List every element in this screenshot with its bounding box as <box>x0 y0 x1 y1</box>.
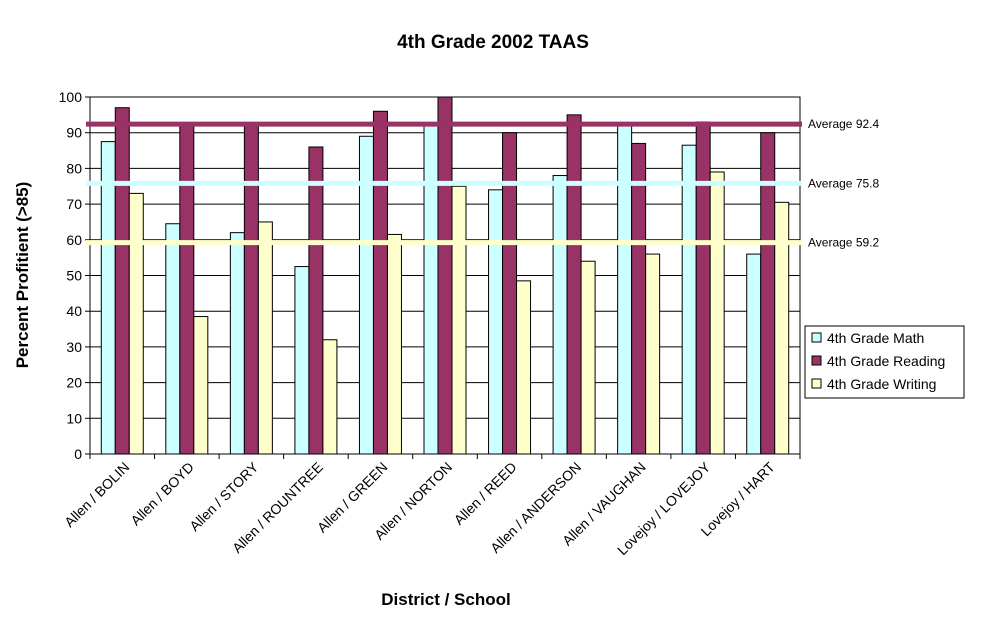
bar-4th-grade-reading <box>695 121 711 455</box>
legend-swatch <box>811 355 822 366</box>
bar-4th-grade-math <box>165 223 181 455</box>
x-tick-label: Allen / BOYD <box>127 459 197 529</box>
legend-label: 4th Grade Reading <box>827 353 945 369</box>
average-label: Average 59.2 <box>808 236 879 250</box>
y-tick-label: 20 <box>66 375 82 391</box>
bar-4th-grade-writing <box>516 280 532 455</box>
bar-4th-grade-math <box>229 232 245 455</box>
bar-4th-grade-reading <box>631 142 647 455</box>
bar-4th-grade-writing <box>386 233 402 455</box>
bar-4th-grade-writing <box>645 253 661 455</box>
bar-4th-grade-writing <box>451 185 467 455</box>
bar-4th-grade-math <box>100 141 116 455</box>
legend-swatch <box>811 378 822 389</box>
y-tick-label: 10 <box>66 410 82 426</box>
y-tick-label: 60 <box>66 232 82 248</box>
bar-4th-grade-writing <box>193 316 209 455</box>
bar-4th-grade-reading <box>437 96 453 455</box>
bar-4th-grade-reading <box>243 125 259 455</box>
x-tick-label: Allen / REED <box>451 459 520 528</box>
bar-4th-grade-writing <box>709 171 725 455</box>
bar-4th-grade-math <box>617 125 633 455</box>
bar-4th-grade-reading <box>566 114 582 455</box>
chart-title: 4th Grade 2002 TAAS <box>397 32 589 53</box>
legend-label: 4th Grade Math <box>827 330 924 346</box>
x-axis-label: District / School <box>381 590 510 609</box>
bar-4th-grade-writing <box>128 192 144 455</box>
legend <box>804 325 965 399</box>
y-tick-label: 0 <box>74 446 82 462</box>
bar-4th-grade-writing <box>774 201 790 455</box>
bar-4th-grade-math <box>488 189 504 455</box>
bar-4th-grade-math <box>746 253 762 455</box>
average-label: Average 92.4 <box>808 117 879 131</box>
y-tick-label: 100 <box>59 89 83 105</box>
y-tick-label: 80 <box>66 160 82 176</box>
bar-4th-grade-writing <box>322 339 338 455</box>
y-tick-label: 40 <box>66 303 82 319</box>
legend-swatch <box>811 332 822 343</box>
bar-4th-grade-reading <box>372 110 388 455</box>
legend-label: 4th Grade Writing <box>827 376 936 392</box>
bar-4th-grade-math <box>681 144 697 455</box>
bar-4th-grade-reading <box>308 146 324 455</box>
y-tick-label: 30 <box>66 339 82 355</box>
bar-4th-grade-math <box>423 125 439 455</box>
bar-4th-grade-math <box>294 266 310 455</box>
bar-4th-grade-writing <box>580 260 596 455</box>
bar-4th-grade-reading <box>114 107 130 455</box>
average-label: Average 75.8 <box>808 176 879 190</box>
y-axis-label: Percent Profitient (>85) <box>13 182 32 369</box>
y-tick-label: 90 <box>66 125 82 141</box>
bar-4th-grade-reading <box>179 125 195 455</box>
bar-4th-grade-math <box>552 175 568 455</box>
bar-4th-grade-writing <box>257 221 273 455</box>
x-tick-label: Allen / BOLIN <box>61 459 132 530</box>
y-tick-label: 50 <box>66 268 82 284</box>
y-tick-label: 70 <box>66 196 82 212</box>
